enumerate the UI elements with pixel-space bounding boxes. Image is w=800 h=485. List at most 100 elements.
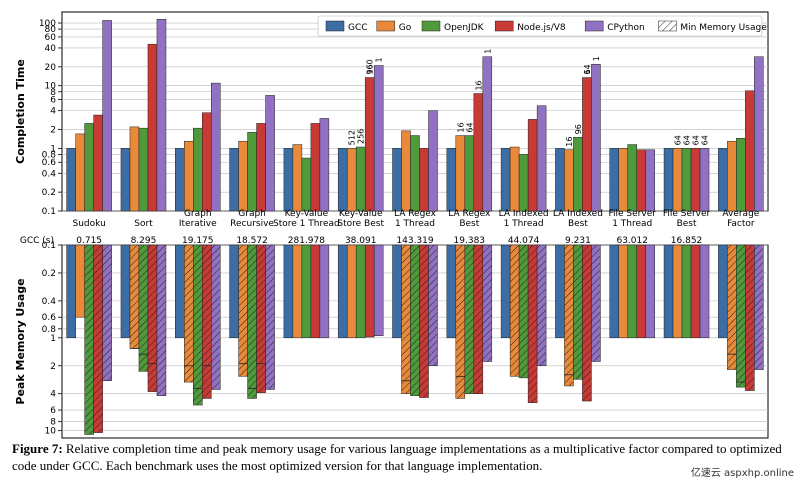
time-bar bbox=[663, 148, 674, 212]
legend-swatch bbox=[658, 20, 677, 32]
category-label: LA Indexed bbox=[499, 209, 549, 219]
time-bar bbox=[582, 77, 592, 212]
memory-bar bbox=[672, 244, 683, 339]
time-bar bbox=[754, 56, 764, 212]
category-labels: Sudoku0.715Sort8.295GraphIterative19.175… bbox=[20, 209, 760, 246]
memory-hatch bbox=[129, 245, 139, 349]
memory-hatch bbox=[455, 245, 465, 399]
memory-hatch bbox=[247, 245, 257, 399]
top-tick-label: 4 bbox=[50, 107, 56, 117]
time-bar bbox=[536, 105, 547, 212]
memory-bar bbox=[292, 244, 303, 339]
time-bar bbox=[609, 148, 619, 212]
legend-label: OpenJDK bbox=[444, 23, 485, 33]
category-label: Recursive bbox=[230, 219, 274, 229]
category-label: Factor bbox=[727, 219, 755, 229]
legend-label: CPython bbox=[607, 23, 644, 33]
gcc-seconds-label: 9.231 bbox=[565, 236, 591, 246]
time-bar bbox=[618, 148, 628, 212]
time-bar bbox=[672, 148, 683, 212]
bar-annotation: 64 bbox=[701, 135, 710, 145]
memory-hatch bbox=[84, 245, 94, 435]
memory-bar bbox=[319, 244, 330, 339]
time-bar bbox=[66, 148, 76, 212]
memory-hatch bbox=[419, 245, 429, 398]
time-bar bbox=[84, 123, 94, 212]
time-bar bbox=[455, 135, 466, 212]
memory-hatch bbox=[510, 245, 520, 377]
gcc-seconds-label: 44.074 bbox=[508, 236, 540, 246]
memory-hatch bbox=[573, 245, 583, 380]
memory-hatch bbox=[202, 245, 212, 399]
category-label: LA Indexed bbox=[553, 209, 603, 219]
time-bar bbox=[256, 123, 266, 212]
bar-annotation: 1 bbox=[483, 49, 492, 54]
category-label: Best bbox=[459, 219, 479, 229]
memory-hatch bbox=[401, 245, 411, 394]
time-bar bbox=[202, 112, 212, 212]
bottom-tick-label: 0.2 bbox=[42, 269, 56, 279]
category-label: Key-Value bbox=[285, 209, 329, 219]
time-bar bbox=[292, 144, 303, 212]
category-label: 1 Thread bbox=[612, 219, 652, 229]
bar-annotation: 96 bbox=[574, 124, 583, 134]
legend-swatch bbox=[494, 20, 514, 32]
memory-bar bbox=[663, 244, 674, 339]
memory-hatch bbox=[754, 245, 764, 370]
time-bar bbox=[573, 137, 583, 212]
bottom-tick-label: 8 bbox=[50, 418, 56, 428]
gcc-seconds-label: 19.175 bbox=[182, 236, 214, 246]
memory-bar bbox=[75, 244, 85, 318]
category-label: Best bbox=[568, 219, 588, 229]
memory-hatch bbox=[256, 245, 266, 393]
top-tick-label: 60 bbox=[45, 33, 57, 43]
top-tick-label: 0.4 bbox=[42, 169, 57, 179]
top-tick-label: 80 bbox=[45, 25, 57, 35]
top-tick-label: 2 bbox=[50, 125, 56, 135]
top-tick-label: 20 bbox=[45, 63, 57, 73]
category-label: Sudoku bbox=[73, 219, 106, 229]
gcc-seconds-label: 18.572 bbox=[236, 236, 268, 246]
bar-annotation: 16 bbox=[565, 137, 574, 147]
time-bar bbox=[401, 130, 411, 212]
bottom-tick-label: 1 bbox=[50, 334, 56, 344]
time-bar bbox=[229, 148, 239, 212]
time-bar bbox=[364, 77, 375, 212]
memory-hatch bbox=[519, 245, 529, 378]
time-bar bbox=[500, 148, 511, 212]
time-bar bbox=[283, 148, 294, 212]
time-bar bbox=[75, 133, 85, 212]
memory-hatch bbox=[537, 245, 547, 366]
time-bar bbox=[392, 148, 402, 212]
bottom-tick-label: 0.8 bbox=[42, 325, 57, 335]
legend-label: Node.js/V8 bbox=[517, 23, 566, 33]
top-y-axis-label: Completion Time bbox=[14, 59, 27, 164]
time-bar bbox=[482, 56, 493, 212]
time-bar bbox=[193, 127, 203, 212]
memory-bar bbox=[609, 244, 619, 339]
memory-bar bbox=[690, 244, 701, 339]
time-bar bbox=[419, 148, 429, 212]
memory-hatch bbox=[591, 245, 601, 362]
category-label: Key-Value bbox=[339, 209, 383, 219]
memory-bar bbox=[175, 244, 185, 339]
memory-bar bbox=[718, 244, 728, 339]
top-tick-label: 0.1 bbox=[42, 207, 56, 217]
time-bar bbox=[727, 140, 737, 212]
memory-hatch bbox=[184, 245, 194, 383]
time-bar bbox=[518, 154, 529, 212]
memory-hatch bbox=[93, 245, 103, 433]
figure-caption: Figure 7: Relative completion time and p… bbox=[12, 440, 788, 474]
time-bar bbox=[428, 110, 438, 212]
bottom-tick-label: 4 bbox=[50, 390, 56, 400]
time-bar bbox=[690, 148, 701, 212]
category-label: LA Regex bbox=[394, 209, 437, 219]
time-bar bbox=[410, 135, 420, 212]
time-bar bbox=[211, 82, 221, 212]
time-bar bbox=[93, 114, 103, 212]
bar-annotation: 64 bbox=[683, 135, 692, 145]
time-bar bbox=[310, 123, 321, 212]
bottom-tick-label: 0.6 bbox=[42, 313, 57, 323]
gcc-seconds-label: 143.319 bbox=[396, 236, 433, 246]
memory-bar bbox=[364, 244, 375, 338]
